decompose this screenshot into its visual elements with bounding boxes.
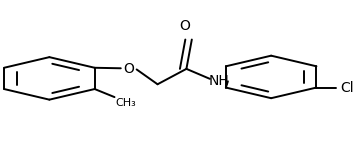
Text: Cl: Cl [340,81,354,95]
Text: NH: NH [209,74,229,88]
Text: O: O [179,19,190,33]
Text: O: O [123,62,134,76]
Text: CH₃: CH₃ [115,98,136,108]
